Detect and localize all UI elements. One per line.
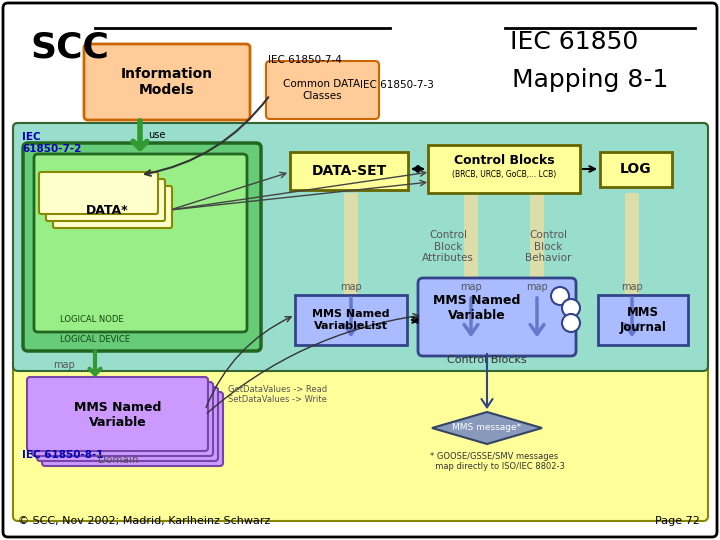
Bar bbox=[295, 295, 407, 345]
FancyBboxPatch shape bbox=[13, 123, 708, 521]
Bar bbox=[530, 193, 544, 295]
Text: LOGICAL DEVICE: LOGICAL DEVICE bbox=[60, 335, 130, 344]
Bar bbox=[344, 193, 358, 295]
Text: GetDataValues -> Read
SetDataValues -> Write: GetDataValues -> Read SetDataValues -> W… bbox=[228, 385, 327, 404]
Text: map: map bbox=[340, 282, 362, 292]
Bar bbox=[428, 145, 580, 193]
Text: Control Blocks: Control Blocks bbox=[454, 153, 554, 166]
Text: IEC
61850-7-2: IEC 61850-7-2 bbox=[22, 132, 81, 153]
Text: SCC: SCC bbox=[30, 30, 109, 64]
FancyBboxPatch shape bbox=[53, 186, 172, 228]
Text: map: map bbox=[460, 282, 482, 292]
Text: Mapping 8-1: Mapping 8-1 bbox=[512, 68, 668, 92]
Text: DATA-SET: DATA-SET bbox=[311, 164, 387, 178]
Circle shape bbox=[562, 299, 580, 317]
Circle shape bbox=[551, 287, 569, 305]
Bar bbox=[464, 193, 478, 295]
FancyBboxPatch shape bbox=[27, 377, 208, 451]
FancyBboxPatch shape bbox=[3, 3, 717, 537]
Text: LOG: LOG bbox=[620, 162, 652, 176]
FancyBboxPatch shape bbox=[46, 179, 165, 221]
Text: Control
Block
Attributes: Control Block Attributes bbox=[422, 230, 474, 263]
Text: Common DATA
Classes: Common DATA Classes bbox=[284, 79, 361, 101]
Bar bbox=[625, 193, 639, 295]
Circle shape bbox=[562, 314, 580, 332]
Text: LOGICAL NODE: LOGICAL NODE bbox=[60, 315, 124, 324]
FancyBboxPatch shape bbox=[34, 154, 247, 332]
FancyBboxPatch shape bbox=[418, 278, 576, 356]
FancyBboxPatch shape bbox=[32, 382, 213, 456]
Text: IEC 61850: IEC 61850 bbox=[510, 30, 638, 54]
FancyBboxPatch shape bbox=[39, 172, 158, 214]
Text: map: map bbox=[526, 282, 548, 292]
Bar bbox=[290, 152, 408, 190]
Text: DATA*: DATA* bbox=[86, 204, 128, 217]
Text: MMS Named
Variable: MMS Named Variable bbox=[74, 401, 162, 429]
Text: Domain: Domain bbox=[98, 455, 138, 465]
Text: IEC 61850-7-3: IEC 61850-7-3 bbox=[360, 80, 434, 90]
FancyBboxPatch shape bbox=[84, 44, 250, 120]
Text: map: map bbox=[621, 282, 643, 292]
Bar bbox=[600, 152, 672, 187]
Text: © SCC, Nov 2002; Madrid, Karlheinz Schwarz: © SCC, Nov 2002; Madrid, Karlheinz Schwa… bbox=[18, 516, 271, 526]
FancyBboxPatch shape bbox=[266, 61, 379, 119]
Bar bbox=[598, 295, 688, 345]
FancyBboxPatch shape bbox=[23, 143, 261, 351]
FancyBboxPatch shape bbox=[13, 123, 708, 371]
Text: map: map bbox=[53, 360, 75, 370]
Text: * GOOSE/GSSE/SMV messages
  map directly to ISO/IEC 8802-3: * GOOSE/GSSE/SMV messages map directly t… bbox=[430, 452, 565, 471]
Text: MMS message*: MMS message* bbox=[452, 423, 521, 433]
Text: MMS Named
Variable: MMS Named Variable bbox=[433, 294, 521, 322]
Text: use: use bbox=[148, 130, 166, 140]
Text: Control
Block
Behavior: Control Block Behavior bbox=[525, 230, 571, 263]
Text: Information
Models: Information Models bbox=[121, 67, 213, 97]
Text: MMS Named
VariableList: MMS Named VariableList bbox=[312, 309, 390, 331]
Text: IEC 61850-7-4: IEC 61850-7-4 bbox=[268, 55, 342, 65]
FancyBboxPatch shape bbox=[37, 387, 218, 461]
FancyBboxPatch shape bbox=[42, 392, 223, 466]
Text: (BRCB, URCB, GoCB,... LCB): (BRCB, URCB, GoCB,... LCB) bbox=[452, 171, 556, 179]
Text: Control Blocks: Control Blocks bbox=[447, 355, 527, 365]
Text: Page 72: Page 72 bbox=[655, 516, 700, 526]
Text: MMS
Journal: MMS Journal bbox=[620, 306, 667, 334]
Text: IEC 61850-8-1: IEC 61850-8-1 bbox=[22, 450, 104, 460]
Polygon shape bbox=[432, 412, 542, 444]
